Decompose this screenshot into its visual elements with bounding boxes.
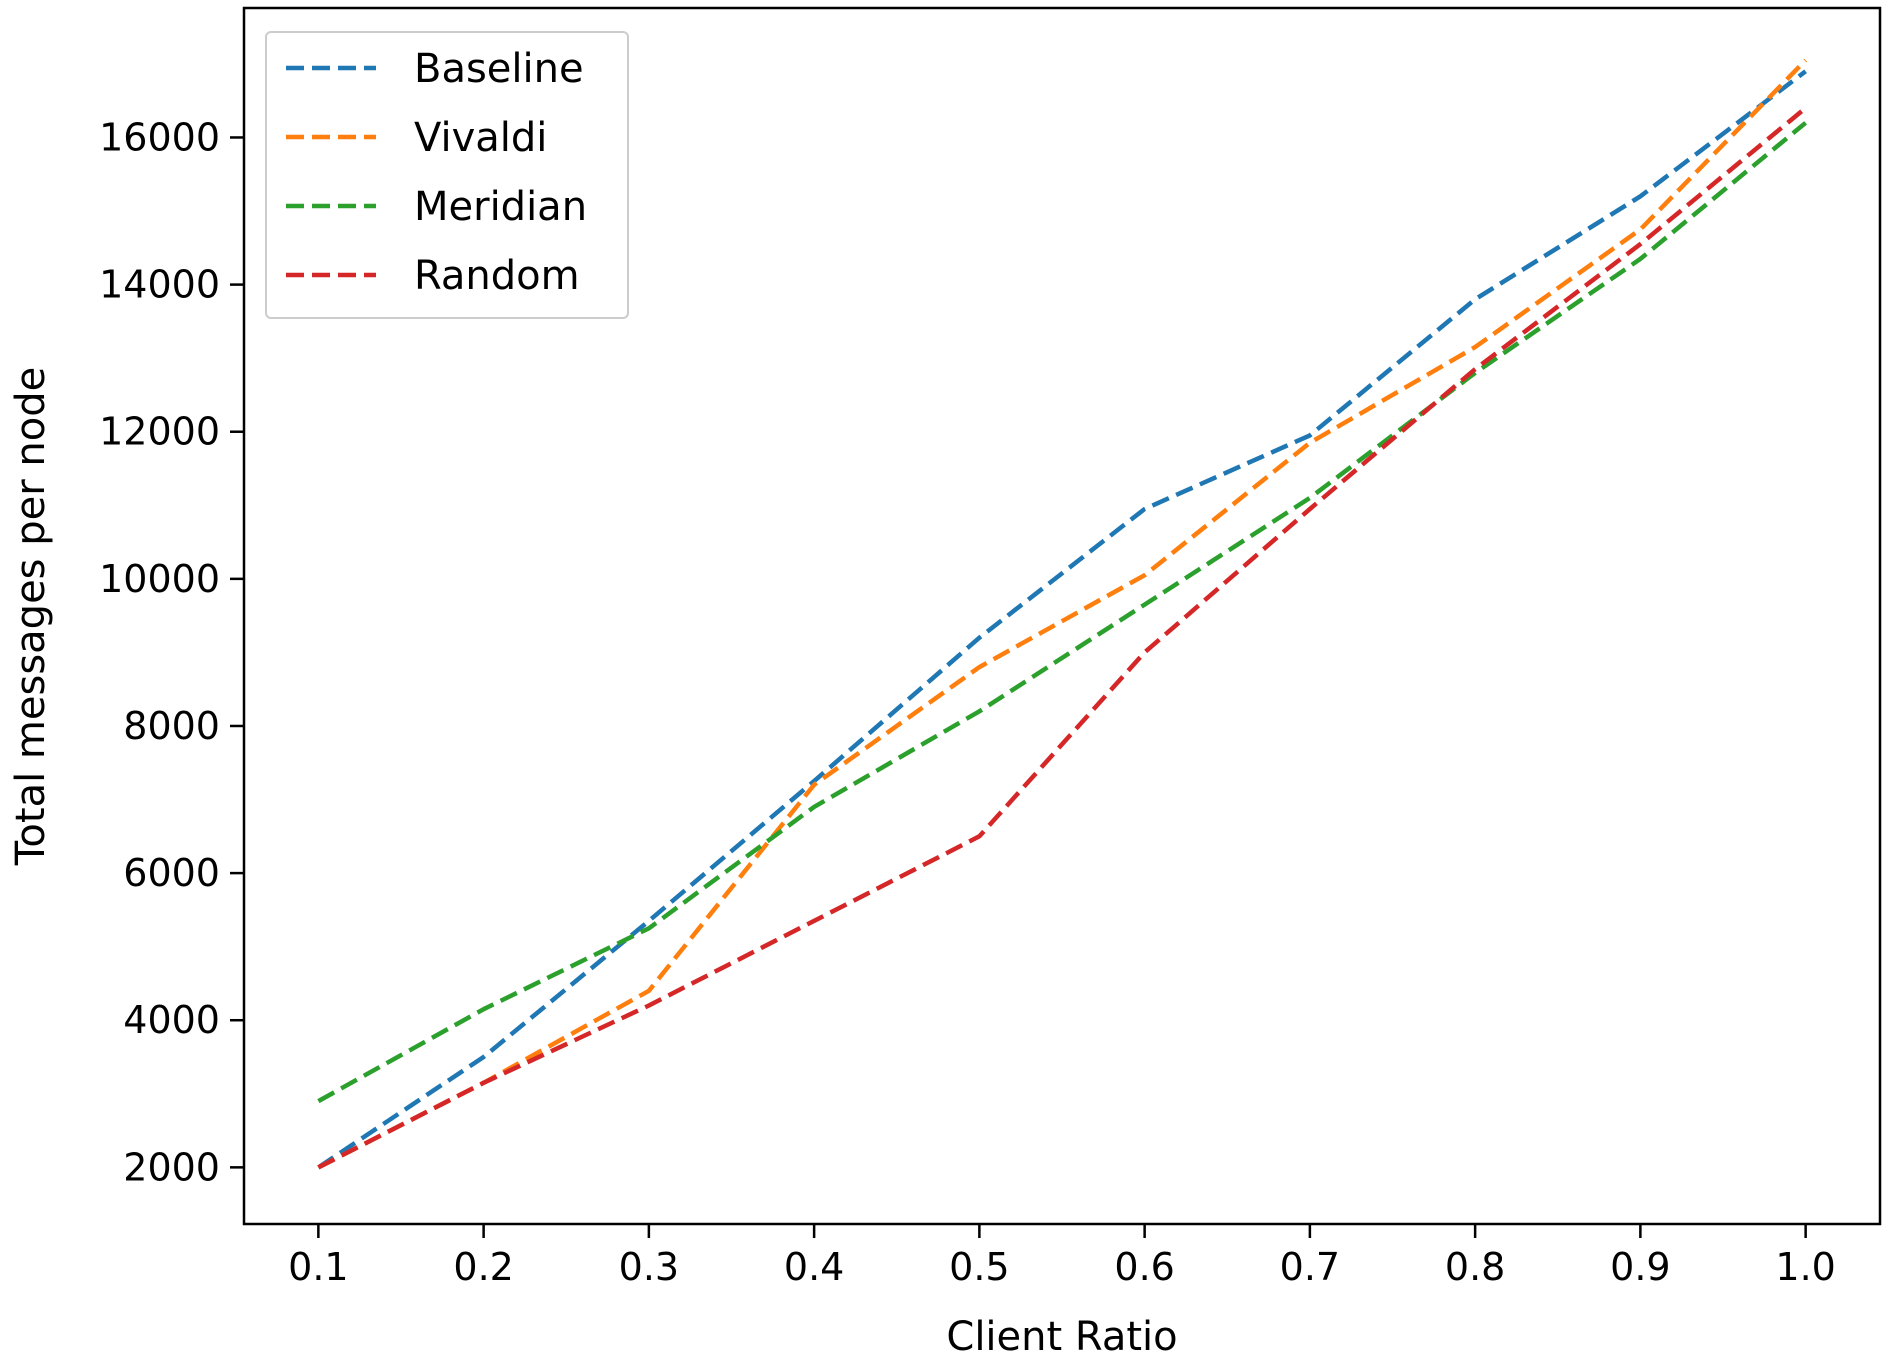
- y-tick-label: 12000: [99, 410, 220, 454]
- y-tick-label: 2000: [123, 1145, 220, 1189]
- y-axis-title: Total messages per node: [8, 367, 54, 866]
- y-tick-label: 4000: [123, 998, 220, 1042]
- y-tick-label: 10000: [99, 557, 220, 601]
- x-axis-title: Client Ratio: [946, 1314, 1177, 1360]
- legend-frame: [265, 31, 629, 319]
- series-line-meridian: [317, 121, 1808, 1104]
- series-line-baseline: [317, 69, 1807, 1170]
- x-tick-label: 0.7: [1280, 1245, 1340, 1289]
- x-axis: 0.1 0.2 0.3 0.4 0.5 0.6 0.7 0.8 0.9 1.0: [288, 1224, 1836, 1289]
- y-tick-label: 14000: [99, 263, 220, 307]
- series-layer: [317, 58, 1808, 1170]
- legend-label-meridian: Meridian: [414, 184, 587, 230]
- y-axis: 2000 4000 6000 8000 10000 12000 14000 16000: [99, 115, 244, 1189]
- y-tick-label: 6000: [123, 851, 220, 895]
- legend-label-vivaldi: Vivaldi: [414, 115, 547, 161]
- legend-label-random: Random: [414, 253, 580, 299]
- x-tick-label: 1.0: [1775, 1245, 1835, 1289]
- x-tick-label: 0.4: [784, 1245, 844, 1289]
- series-line-random: [317, 106, 1808, 1170]
- x-tick-label: 0.9: [1610, 1245, 1670, 1289]
- y-tick-label: 8000: [123, 704, 220, 748]
- x-tick-label: 0.8: [1445, 1245, 1505, 1289]
- x-tick-label: 0.2: [453, 1245, 513, 1289]
- x-tick-label: 0.6: [1114, 1245, 1174, 1289]
- legend-label-baseline: Baseline: [414, 46, 584, 92]
- legend: Baseline Vivaldi Meridian Random: [265, 31, 629, 319]
- y-tick-label: 16000: [99, 115, 220, 159]
- series-line-vivaldi: [317, 58, 1808, 1170]
- x-tick-label: 0.1: [288, 1245, 348, 1289]
- x-tick-label: 0.3: [619, 1245, 679, 1289]
- x-tick-label: 0.5: [949, 1245, 1009, 1289]
